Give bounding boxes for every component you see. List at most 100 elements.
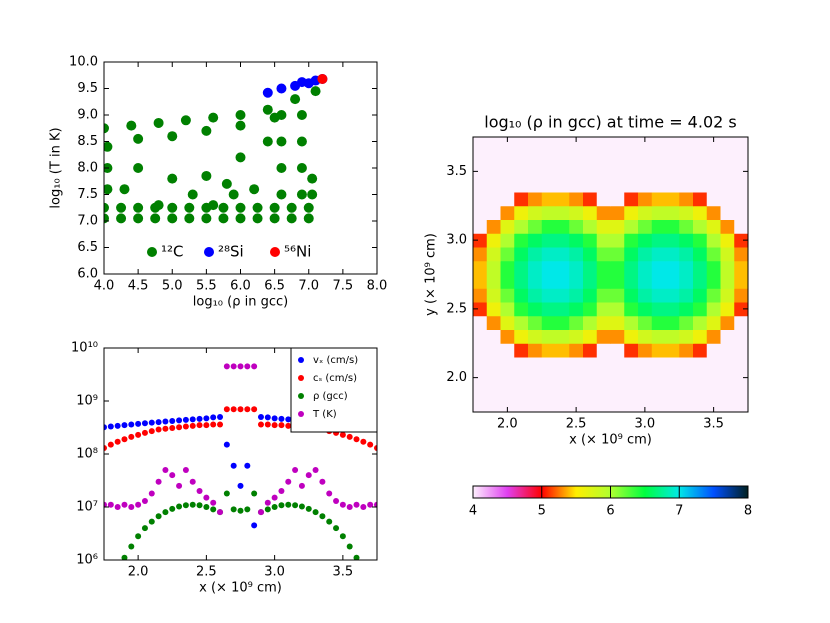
point xyxy=(249,184,260,195)
heat-cell xyxy=(555,384,570,399)
heat-cell xyxy=(500,329,515,344)
point xyxy=(367,441,374,448)
point xyxy=(104,184,113,195)
heat-cell xyxy=(528,150,543,165)
heat-cell xyxy=(541,302,556,317)
heat-cell xyxy=(569,288,584,303)
heat-cell xyxy=(624,137,639,152)
heat-cell xyxy=(596,260,611,275)
heat-cell xyxy=(720,274,735,289)
point xyxy=(162,425,169,432)
heat-cell xyxy=(500,370,515,385)
heat-cell xyxy=(610,329,625,344)
heat-cell xyxy=(541,247,556,262)
heat-cell xyxy=(541,192,556,207)
heat-cell xyxy=(693,343,708,358)
heat-cell xyxy=(596,302,611,317)
heat-cell xyxy=(651,233,666,248)
point xyxy=(235,213,246,224)
legend-label: ⁵⁶Ni xyxy=(284,243,311,261)
point xyxy=(141,525,148,532)
heat-cell xyxy=(638,343,653,358)
heat-cell xyxy=(514,398,529,412)
point xyxy=(290,94,301,105)
heat-cell xyxy=(651,150,666,165)
point xyxy=(276,83,287,94)
point xyxy=(104,501,107,508)
point xyxy=(278,502,285,509)
heat-cell xyxy=(638,274,653,289)
point xyxy=(107,501,114,508)
point xyxy=(235,152,246,163)
heat-cell xyxy=(500,205,515,220)
heat-cell xyxy=(624,260,639,275)
colorbar-tick-label: 8 xyxy=(744,504,752,519)
heat-cell xyxy=(610,205,625,220)
heat-cell xyxy=(514,164,529,179)
heat-cell xyxy=(486,357,501,372)
point xyxy=(104,424,107,431)
point xyxy=(319,478,326,485)
heat-cell xyxy=(693,164,708,179)
point xyxy=(208,200,219,211)
point xyxy=(252,213,263,224)
heat-cell xyxy=(679,247,694,262)
point xyxy=(121,436,128,443)
heat-cell xyxy=(693,137,708,152)
x-tick-label: 3.0 xyxy=(635,417,656,432)
heat-cell xyxy=(514,219,529,234)
point xyxy=(128,433,135,440)
point xyxy=(237,406,244,413)
point xyxy=(176,482,183,489)
heat-cell xyxy=(528,302,543,317)
heat-cell xyxy=(706,343,721,358)
point xyxy=(292,502,299,509)
heat-cell xyxy=(638,384,653,399)
heat-cell xyxy=(679,329,694,344)
heat-cell xyxy=(720,219,735,234)
heat-cell xyxy=(596,343,611,358)
point xyxy=(141,429,148,436)
heat-cell xyxy=(569,315,584,330)
heat-cell xyxy=(624,343,639,358)
point xyxy=(196,422,203,429)
heat-cell xyxy=(720,178,735,193)
point xyxy=(269,202,280,213)
heat-cell xyxy=(528,343,543,358)
heat-cell xyxy=(693,302,708,317)
point xyxy=(296,163,307,173)
point xyxy=(104,444,107,451)
heat-cell xyxy=(555,164,570,179)
heat-cell xyxy=(610,192,625,207)
legend-marker xyxy=(298,411,304,417)
y-tick-label: 10.0 xyxy=(69,55,98,70)
axes-frame xyxy=(472,136,749,413)
heat-cell xyxy=(473,370,488,385)
heat-cell xyxy=(693,150,708,165)
heat-cell xyxy=(514,329,529,344)
heat-cell xyxy=(706,178,721,193)
heat-cell xyxy=(541,315,556,330)
point xyxy=(228,189,239,200)
heat-cell xyxy=(541,398,556,412)
heat-cell xyxy=(679,260,694,275)
point xyxy=(182,416,189,423)
heat-cell xyxy=(734,370,748,385)
point xyxy=(162,466,169,473)
heat-cell xyxy=(555,150,570,165)
point xyxy=(264,506,271,513)
heat-cell xyxy=(665,219,680,234)
point xyxy=(196,415,203,422)
point xyxy=(271,494,278,501)
heat-cell xyxy=(693,178,708,193)
heat-cell xyxy=(706,219,721,234)
heat-cell xyxy=(651,315,666,330)
heat-cell xyxy=(473,233,488,248)
heat-cell xyxy=(624,219,639,234)
point xyxy=(169,424,176,431)
heat-cell xyxy=(583,247,598,262)
heat-cell xyxy=(720,343,735,358)
point xyxy=(271,415,278,422)
heat-cell xyxy=(473,137,488,152)
